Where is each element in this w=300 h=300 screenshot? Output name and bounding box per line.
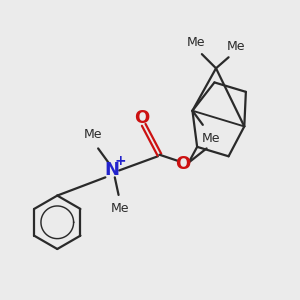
Text: Me: Me (186, 36, 205, 50)
Text: O: O (176, 155, 190, 173)
Text: O: O (134, 109, 150, 127)
Text: Me: Me (84, 128, 103, 141)
Text: Me: Me (202, 132, 220, 145)
Text: +: + (114, 154, 126, 168)
Text: N: N (105, 161, 120, 179)
Text: Me: Me (226, 40, 245, 52)
Text: Me: Me (111, 202, 129, 215)
